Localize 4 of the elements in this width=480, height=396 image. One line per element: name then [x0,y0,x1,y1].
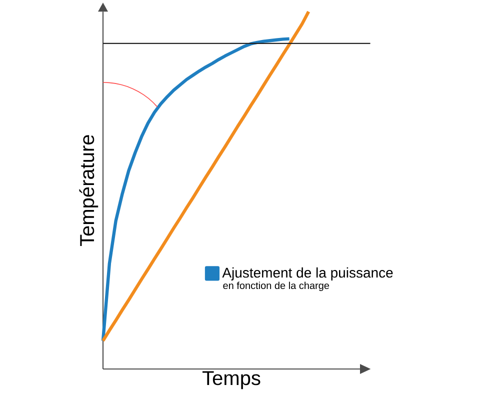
legend-label: Ajustement de la puissance [222,267,393,280]
y-axis-title: Température [79,135,98,246]
annotation: en fonction de la charge [223,282,330,292]
x-axis-title: Temps [202,371,260,390]
